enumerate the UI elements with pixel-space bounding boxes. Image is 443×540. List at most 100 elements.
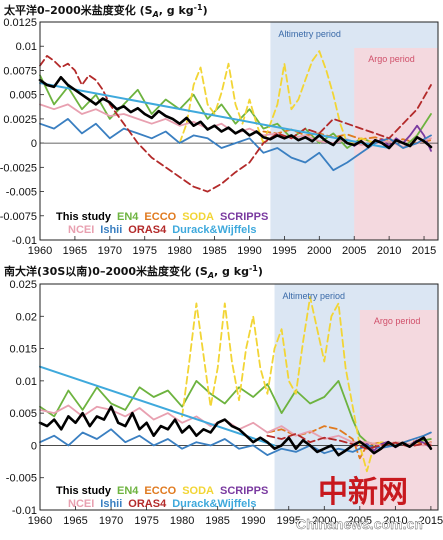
y-tick-label: 0.01 bbox=[16, 41, 37, 53]
series-line-oras4 bbox=[39, 55, 432, 193]
series-line-this_study bbox=[38, 75, 433, 150]
legend-item-soda: SODA bbox=[182, 485, 214, 497]
legend-item-ishii: Ishii bbox=[100, 498, 122, 510]
x-tick-label: 1980 bbox=[170, 515, 194, 527]
y-tick-label: 0.005 bbox=[9, 408, 37, 420]
y-tick-label: -0.01 bbox=[12, 235, 37, 247]
title-end: ) bbox=[258, 265, 263, 278]
plot-frame bbox=[39, 283, 439, 511]
legend-item-ncei: NCEI bbox=[68, 498, 94, 510]
x-tick-label: 1985 bbox=[205, 515, 229, 527]
altimetry-label: Altimetry period bbox=[283, 291, 346, 301]
legend-item-this_study: This study bbox=[56, 211, 112, 223]
legend-item-scripps: SCRIPPS bbox=[220, 211, 268, 223]
series-line-durackwijffels bbox=[39, 82, 391, 149]
y-tick-label: 0.005 bbox=[9, 90, 37, 102]
series-line-soda bbox=[178, 50, 391, 145]
y-tick-label: 0.0075 bbox=[3, 65, 37, 77]
y-tick-label: 0.025 bbox=[9, 279, 37, 291]
series-line-this_study bbox=[38, 405, 433, 457]
y-tick-label: -0.01 bbox=[12, 505, 37, 517]
series-group bbox=[38, 50, 433, 193]
title-sup: -1 bbox=[194, 3, 203, 12]
x-tick-label: 1990 bbox=[241, 515, 265, 527]
watermark-logo: 中新网 bbox=[318, 475, 408, 510]
x-tick-label: 2010 bbox=[383, 515, 407, 527]
x-tick-label: 1985 bbox=[202, 245, 226, 257]
y-tick-label: -0.0025 bbox=[0, 162, 37, 174]
legend-item-ecco: ECCO bbox=[144, 211, 176, 223]
legend-item-this_study: This study bbox=[56, 485, 112, 497]
chart-panel-southern-ocean: -0.01 -0.005 0 0.005 0.01 0.015 0.02 0.025 1960… bbox=[4, 264, 443, 527]
x-tick-label: 2015 bbox=[419, 515, 443, 527]
series-line-ishii bbox=[39, 428, 432, 457]
x-tick-label: 1970 bbox=[98, 245, 122, 257]
x-tick-label: 1960 bbox=[28, 515, 52, 527]
x-tick-label: 1975 bbox=[134, 515, 158, 527]
y-tick-label: 0.0025 bbox=[3, 114, 37, 126]
series-line-durackwijffels bbox=[39, 365, 276, 447]
x-tick-label: 2015 bbox=[412, 245, 436, 257]
chart-title: 太平洋0–2000米盐度变化 (SA, g kg-1) bbox=[3, 3, 208, 19]
x-tick-label: 1995 bbox=[277, 515, 301, 527]
chart-title: 南大洋(30S以南)0–2000米盐度变化 (SA, g kg-1) bbox=[4, 264, 263, 280]
argo-band bbox=[359, 310, 438, 510]
title-end: ) bbox=[203, 4, 208, 17]
y-tick-label: 0.02 bbox=[16, 311, 37, 323]
title-unit: , g kg bbox=[159, 4, 194, 17]
x-tick-label: 2000 bbox=[307, 245, 331, 257]
title-sup: -1 bbox=[249, 264, 258, 273]
x-tick-label: 2000 bbox=[312, 515, 336, 527]
title-unit: , g kg bbox=[214, 265, 249, 278]
x-tick-label: 1990 bbox=[237, 245, 261, 257]
y-tick-label: -0.0075 bbox=[0, 211, 37, 223]
y-tick-label: -0.005 bbox=[6, 473, 37, 485]
x-tick-label: 1965 bbox=[63, 515, 87, 527]
y-tick-label: -0.005 bbox=[6, 187, 37, 199]
legend-item-durackwijffels: Durack&Wijffels bbox=[172, 498, 256, 510]
legend: This study EN4 ECCO SODA SCRIPPS NCEI Ishii ORA… bbox=[56, 211, 268, 236]
y-tick-label: 0 bbox=[31, 138, 37, 150]
title-sub: A bbox=[207, 271, 214, 280]
legend-item-scripps: SCRIPPS bbox=[220, 485, 268, 497]
y-tick-label: 0.01 bbox=[16, 376, 37, 388]
x-tick-label: 1960 bbox=[28, 245, 52, 257]
legend-item-oras4: ORAS4 bbox=[128, 224, 167, 236]
legend-item-soda: SODA bbox=[182, 211, 214, 223]
legend-item-oras4: ORAS4 bbox=[128, 498, 167, 510]
legend-item-ncei: NCEI bbox=[68, 224, 94, 236]
legend-item-ecco: ECCO bbox=[144, 485, 176, 497]
y-tick-label: 0.0125 bbox=[3, 17, 37, 29]
legend-item-en4: EN4 bbox=[117, 485, 139, 497]
x-tick-label: 1970 bbox=[99, 515, 123, 527]
argo-label: Argo period bbox=[374, 316, 421, 326]
x-tick-label: 1995 bbox=[272, 245, 296, 257]
title-main: 太平洋0–2000米盐度变化 (S bbox=[3, 3, 153, 17]
x-ticks: 1960 1965 1970 1975 1980 1985 1990 1995 2000 2005… bbox=[28, 506, 443, 527]
series-group bbox=[38, 295, 433, 473]
legend: This study EN4 ECCO SODA SCRIPPS NCEI Ishii ORA… bbox=[56, 485, 268, 510]
title-sub: A bbox=[152, 10, 159, 19]
legend-item-en4: EN4 bbox=[117, 211, 139, 223]
title-main: 南大洋(30S以南)0–2000米盐度变化 (S bbox=[4, 264, 208, 278]
x-tick-label: 1975 bbox=[132, 245, 156, 257]
x-ticks: 1960 1965 1970 1975 1980 1985 1990 1995 2000 2005… bbox=[28, 236, 436, 257]
x-tick-label: 2010 bbox=[377, 245, 401, 257]
y-tick-label: 0 bbox=[31, 440, 37, 452]
x-tick-label: 1965 bbox=[63, 245, 87, 257]
y-tick-label: 0.015 bbox=[9, 344, 37, 356]
watermark: 中新网 Chinanews.com.cn bbox=[296, 475, 423, 532]
series-line-ishii bbox=[39, 118, 432, 172]
x-tick-label: 2005 bbox=[348, 515, 372, 527]
altimetry-label: Altimetry period bbox=[278, 29, 341, 39]
x-tick-label: 2005 bbox=[342, 245, 366, 257]
legend-item-durackwijffels: Durack&Wijffels bbox=[172, 224, 256, 236]
y-ticks: -0.01 -0.0075 -0.005 -0.0025 0 0.0025 0.005 0.0… bbox=[0, 17, 44, 247]
series-line-soda bbox=[181, 295, 397, 473]
x-tick-label: 1980 bbox=[167, 245, 191, 257]
legend-item-ishii: Ishii bbox=[100, 224, 122, 236]
argo-label: Argo period bbox=[368, 54, 415, 64]
chart-panel-pacific: -0.01 -0.0075 -0.005 -0.0025 0 0.0025 0.005 0.0… bbox=[0, 3, 439, 257]
plot-frame bbox=[39, 21, 439, 241]
